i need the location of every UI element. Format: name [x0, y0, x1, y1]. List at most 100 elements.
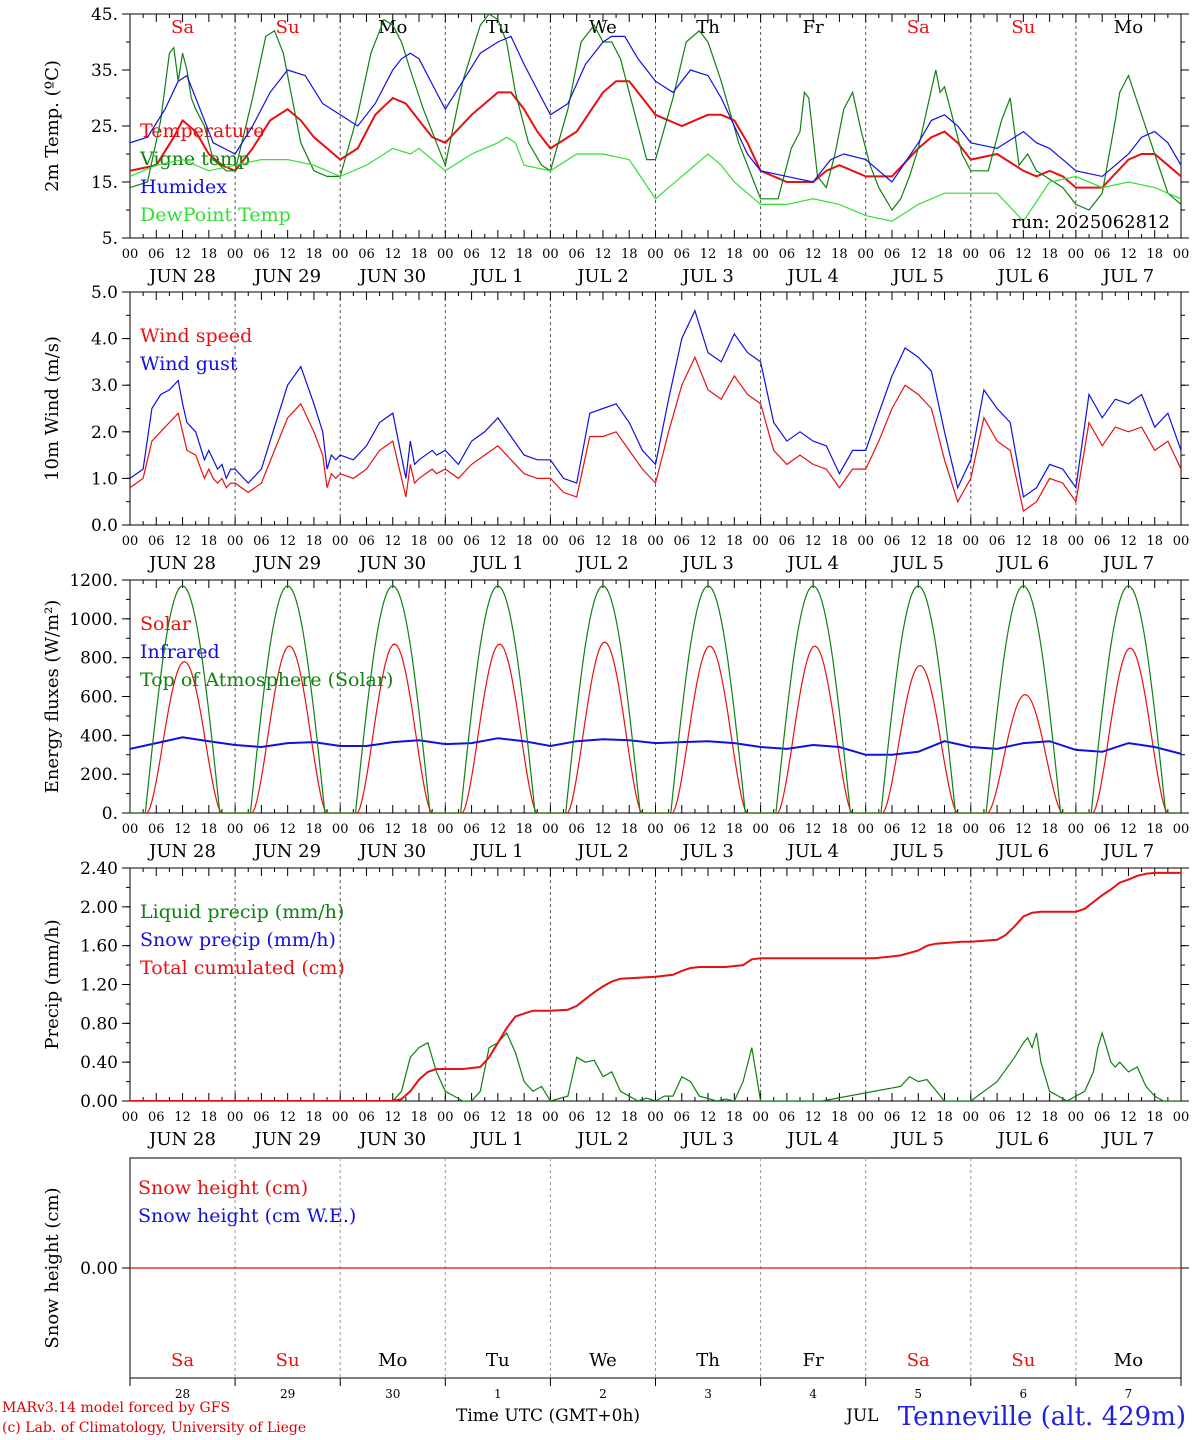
hour-tick-label: 18 — [936, 534, 953, 549]
date-label: JUN 29 — [252, 553, 321, 574]
hour-tick-label: 06 — [1094, 247, 1111, 262]
y-tick-label: 2.00 — [80, 898, 118, 918]
hour-tick-label: 18 — [201, 1110, 218, 1125]
hour-tick-label: 12 — [595, 247, 612, 262]
date-label: JUL 5 — [890, 841, 944, 862]
date-label: JUL 1 — [470, 266, 524, 287]
hour-tick-label: 18 — [516, 534, 533, 549]
hour-tick-label: 12 — [174, 534, 191, 549]
hour-tick-label: 06 — [884, 1110, 901, 1125]
hour-tick-label: 00 — [752, 822, 769, 837]
hour-tick-label: 18 — [516, 1110, 533, 1125]
hour-tick-label: 12 — [1120, 534, 1137, 549]
date-label: JUN 29 — [252, 841, 321, 862]
hour-tick-label: 18 — [936, 822, 953, 837]
hour-tick-label: 18 — [831, 247, 848, 262]
date-label: JUL 7 — [1101, 841, 1155, 862]
hour-tick-label: 18 — [516, 247, 533, 262]
hour-tick-label: 06 — [989, 822, 1006, 837]
hour-tick-label: 18 — [306, 534, 323, 549]
hour-tick-label: 06 — [989, 247, 1006, 262]
series-line-energy-0 — [130, 641, 1181, 813]
hour-tick-label: 06 — [148, 1110, 165, 1125]
date-label: JUL 4 — [785, 841, 839, 862]
hour-tick-label: 18 — [621, 534, 638, 549]
weekday-label: Mo — [378, 1350, 407, 1371]
hour-tick-label: 12 — [595, 534, 612, 549]
hour-tick-label: 06 — [463, 247, 480, 262]
hour-tick-label: 06 — [463, 1110, 480, 1125]
y-tick-label: 400. — [80, 726, 118, 746]
hour-tick-label: 00 — [963, 1110, 980, 1125]
y-axis-label: 10m Wind (m/s) — [42, 336, 63, 481]
hour-tick-label: 12 — [279, 247, 296, 262]
hour-tick-label: 00 — [1068, 247, 1085, 262]
hour-tick-label: 18 — [621, 822, 638, 837]
hour-tick-label: 18 — [936, 1110, 953, 1125]
date-label: JUL 5 — [890, 1129, 944, 1150]
date-label: JUL 5 — [890, 266, 944, 287]
legend-snow-1: Snow height (cm W.E.) — [138, 1205, 356, 1227]
weekday-label: Th — [696, 1350, 720, 1371]
day-number-label: 30 — [385, 1387, 400, 1400]
hour-tick-label: 18 — [1041, 1110, 1058, 1125]
hour-tick-label: 00 — [332, 822, 349, 837]
hour-tick-label: 06 — [779, 1110, 796, 1125]
date-label: JUL 4 — [785, 553, 839, 574]
hour-tick-label: 06 — [779, 534, 796, 549]
bottom-month-label: JUL — [846, 1406, 879, 1426]
y-axis-label: Snow height (cm) — [42, 1187, 63, 1348]
weekday-label: Sa — [907, 1350, 930, 1371]
hour-tick-label: 00 — [227, 822, 244, 837]
hour-tick-label: 18 — [201, 247, 218, 262]
weekday-label: Su — [276, 17, 300, 38]
hour-tick-label: 00 — [1068, 1110, 1085, 1125]
hour-tick-label: 00 — [227, 534, 244, 549]
hour-tick-label: 12 — [384, 1110, 401, 1125]
run-label: run: 2025062812 — [1012, 212, 1170, 233]
hour-tick-label: 00 — [227, 247, 244, 262]
date-label: JUL 6 — [996, 1129, 1050, 1150]
date-label: JUN 28 — [147, 266, 216, 287]
weekday-label: Fr — [803, 17, 824, 38]
weekday-label: Mo — [378, 17, 407, 38]
hour-tick-label: 12 — [1120, 1110, 1137, 1125]
y-tick-label: 5. — [102, 229, 118, 249]
weekday-label: Sa — [171, 1350, 194, 1371]
hour-tick-label: 18 — [306, 1110, 323, 1125]
hour-tick-label: 06 — [463, 822, 480, 837]
date-label: JUN 30 — [357, 841, 426, 862]
legend-temperature-1: Vigne temp — [139, 148, 250, 170]
hour-tick-label: 00 — [647, 822, 664, 837]
hour-tick-label: 12 — [384, 822, 401, 837]
hour-tick-label: 06 — [884, 822, 901, 837]
hour-tick-label: 00 — [963, 822, 980, 837]
date-label: JUN 30 — [357, 1129, 426, 1150]
station-name: Tenneville (alt. 429m) — [897, 1402, 1186, 1432]
hour-tick-label: 06 — [358, 247, 375, 262]
hour-tick-label: 18 — [411, 822, 428, 837]
credit-line-2: (c) Lab. of Climatology, University of L… — [2, 1420, 307, 1436]
hour-tick-label: 06 — [779, 247, 796, 262]
hour-tick-label: 18 — [831, 534, 848, 549]
y-axis-label: Precip (mm/h) — [42, 919, 63, 1049]
series-line-temperature-3 — [130, 136, 1181, 223]
date-label: JUL 3 — [680, 1129, 734, 1150]
hour-tick-label: 18 — [411, 534, 428, 549]
hour-tick-label: 06 — [884, 247, 901, 262]
hour-tick-label: 06 — [674, 822, 691, 837]
panel-wind: 0.0 1.0 2.0 3.0 4.0 5.0 10m Wind (m/s) 00 06 12 18… — [42, 283, 1189, 574]
hour-tick-label: 12 — [279, 1110, 296, 1125]
time-axis-label: Time UTC (GMT+0h) — [456, 1406, 641, 1426]
weekday-label: Sa — [171, 17, 194, 38]
hour-tick-label: 00 — [647, 1110, 664, 1125]
date-label: JUL 2 — [575, 1129, 629, 1150]
hour-tick-label: 12 — [805, 822, 822, 837]
y-tick-label: 35. — [91, 61, 118, 81]
hour-tick-label: 06 — [674, 247, 691, 262]
day-number-label: 4 — [809, 1387, 817, 1400]
date-label: JUL 7 — [1101, 1129, 1155, 1150]
date-label: JUL 3 — [680, 553, 734, 574]
hour-tick-label: 12 — [910, 1110, 927, 1125]
hour-tick-label: 00 — [1173, 247, 1190, 262]
